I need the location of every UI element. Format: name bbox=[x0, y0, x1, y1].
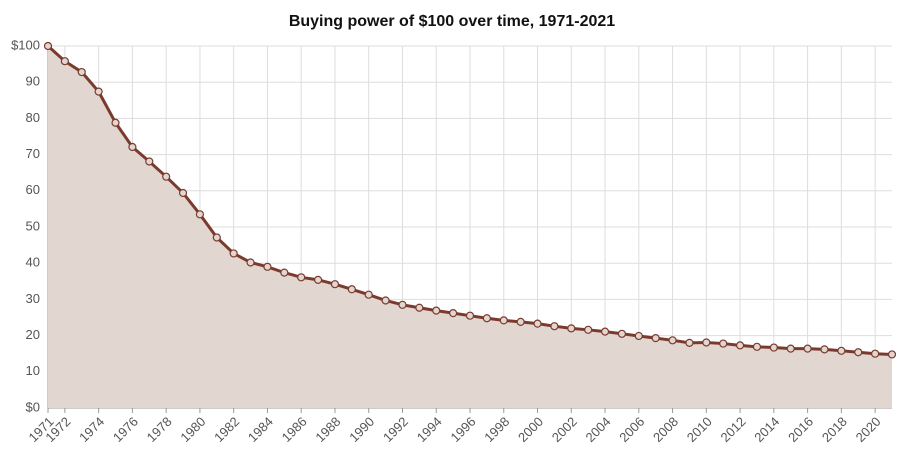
marker bbox=[432, 306, 441, 315]
y-tick-label: 10 bbox=[26, 363, 40, 378]
marker bbox=[584, 325, 593, 334]
marker bbox=[212, 233, 221, 242]
marker bbox=[567, 324, 576, 333]
marker bbox=[280, 268, 289, 277]
marker bbox=[229, 249, 238, 258]
y-tick-label: 30 bbox=[26, 291, 40, 306]
y-tick-label: 40 bbox=[26, 255, 40, 270]
marker bbox=[246, 258, 255, 267]
marker bbox=[769, 343, 778, 352]
y-tick-label: $0 bbox=[26, 399, 40, 414]
x-tick-label: 2000 bbox=[515, 414, 546, 445]
marker bbox=[685, 338, 694, 347]
x-tick-label: 1998 bbox=[481, 414, 512, 445]
marker bbox=[719, 339, 728, 348]
x-tick-label: 2020 bbox=[853, 414, 884, 445]
marker bbox=[145, 157, 154, 166]
marker bbox=[550, 322, 559, 331]
x-tick-label: 2010 bbox=[684, 414, 715, 445]
marker bbox=[803, 344, 812, 353]
marker bbox=[651, 334, 660, 343]
marker bbox=[162, 172, 171, 181]
y-tick-label: 90 bbox=[26, 74, 40, 89]
marker bbox=[297, 273, 306, 282]
x-tick-label: 1982 bbox=[211, 414, 242, 445]
marker bbox=[94, 87, 103, 96]
marker bbox=[786, 344, 795, 353]
y-tick-label: 20 bbox=[26, 327, 40, 342]
y-tick-label: 60 bbox=[26, 182, 40, 197]
marker bbox=[617, 329, 627, 338]
marker bbox=[735, 341, 745, 350]
marker bbox=[111, 118, 120, 127]
marker bbox=[516, 317, 525, 326]
marker bbox=[195, 210, 205, 219]
x-tick-label: 2014 bbox=[751, 414, 782, 445]
x-tick-label: 1990 bbox=[346, 414, 377, 445]
marker bbox=[128, 142, 137, 152]
marker bbox=[668, 336, 677, 345]
marker bbox=[347, 285, 356, 294]
marker bbox=[415, 303, 424, 312]
x-tick-label: 1992 bbox=[380, 414, 411, 445]
marker bbox=[263, 262, 272, 271]
x-tick-label: 2016 bbox=[785, 414, 816, 445]
x-tick-label: 2006 bbox=[616, 414, 647, 445]
marker bbox=[77, 67, 86, 77]
marker bbox=[499, 316, 508, 325]
marker bbox=[820, 345, 829, 354]
x-tick-label: 2004 bbox=[583, 414, 614, 445]
x-tick-label: 1988 bbox=[312, 414, 343, 445]
x-tick-label: 1974 bbox=[76, 414, 107, 445]
x-tick-label: 2018 bbox=[819, 414, 850, 445]
marker bbox=[313, 275, 323, 284]
marker bbox=[43, 41, 53, 51]
x-tick-label: 1980 bbox=[177, 414, 208, 445]
marker bbox=[449, 309, 458, 318]
x-tick-label: 1978 bbox=[144, 414, 175, 445]
marker bbox=[60, 57, 69, 66]
marker bbox=[752, 342, 762, 351]
x-tick-label: 2008 bbox=[650, 414, 681, 445]
marker bbox=[702, 338, 711, 347]
x-tick-label: 1976 bbox=[110, 414, 141, 445]
marker bbox=[871, 349, 880, 358]
y-tick-label: 50 bbox=[26, 218, 40, 233]
x-tick-label: 1996 bbox=[447, 414, 478, 445]
marker bbox=[634, 331, 643, 341]
marker bbox=[364, 290, 373, 299]
marker bbox=[600, 327, 610, 336]
y-tick-label: $100 bbox=[11, 37, 40, 52]
marker bbox=[482, 314, 491, 323]
marker bbox=[854, 348, 863, 357]
chart-title: Buying power of $100 over time, 1971-202… bbox=[289, 13, 615, 30]
area bbox=[48, 46, 892, 408]
x-tick-label: 1984 bbox=[245, 414, 276, 445]
y-tick-label: 70 bbox=[26, 146, 40, 161]
x-tick-label: 2012 bbox=[718, 414, 749, 445]
marker bbox=[837, 346, 846, 355]
marker bbox=[330, 280, 340, 289]
marker bbox=[178, 188, 188, 198]
marker bbox=[398, 300, 407, 309]
marker bbox=[381, 296, 390, 305]
x-tick-label: 1994 bbox=[414, 414, 445, 445]
x-tick-label: 1986 bbox=[279, 414, 310, 445]
marker bbox=[465, 311, 475, 320]
y-tick-label: 80 bbox=[26, 110, 40, 125]
marker bbox=[533, 319, 542, 328]
x-tick-label: 2002 bbox=[549, 414, 580, 445]
marker bbox=[887, 350, 897, 359]
